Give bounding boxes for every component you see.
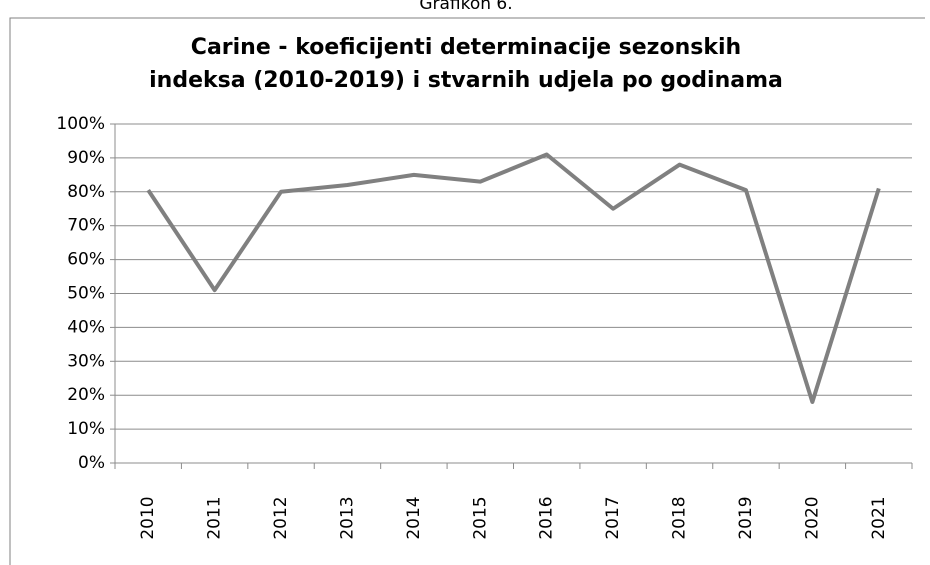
y-tick-label: 70% bbox=[67, 216, 105, 236]
x-tick-label: 2014 bbox=[404, 496, 424, 539]
y-tick-label: 50% bbox=[67, 284, 105, 304]
chart-title: Carine - koeficijenti determinacije sezo… bbox=[191, 35, 741, 60]
y-tick-label: 100% bbox=[56, 114, 105, 134]
y-tick-label: 90% bbox=[67, 148, 105, 168]
y-tick-label: 10% bbox=[67, 419, 105, 439]
y-tick-label: 30% bbox=[67, 351, 105, 371]
y-tick-label: 0% bbox=[78, 453, 105, 473]
x-tick-label: 2018 bbox=[670, 496, 690, 539]
y-tick-label: 20% bbox=[67, 385, 105, 405]
x-tick-label: 2012 bbox=[271, 496, 291, 539]
x-tick-label: 2010 bbox=[138, 496, 158, 539]
x-tick-label: 2019 bbox=[736, 496, 756, 539]
x-tick-label: 2017 bbox=[603, 496, 623, 539]
chart-border bbox=[9, 17, 925, 565]
caption: Grafikon 6. bbox=[419, 0, 512, 14]
x-tick-label: 2011 bbox=[205, 496, 225, 539]
x-tick-label: 2020 bbox=[802, 496, 822, 539]
chart-title: indeksa (2010-2019) i stvarnih udjela po… bbox=[149, 68, 783, 93]
y-tick-label: 60% bbox=[67, 250, 105, 270]
x-tick-label: 2016 bbox=[537, 496, 557, 539]
y-tick-label: 40% bbox=[67, 317, 105, 337]
x-tick-label: 2013 bbox=[337, 496, 357, 539]
x-tick-label: 2015 bbox=[470, 496, 490, 539]
y-tick-label: 80% bbox=[67, 182, 105, 202]
data-line bbox=[146, 152, 881, 404]
x-tick-label: 2021 bbox=[869, 496, 889, 539]
